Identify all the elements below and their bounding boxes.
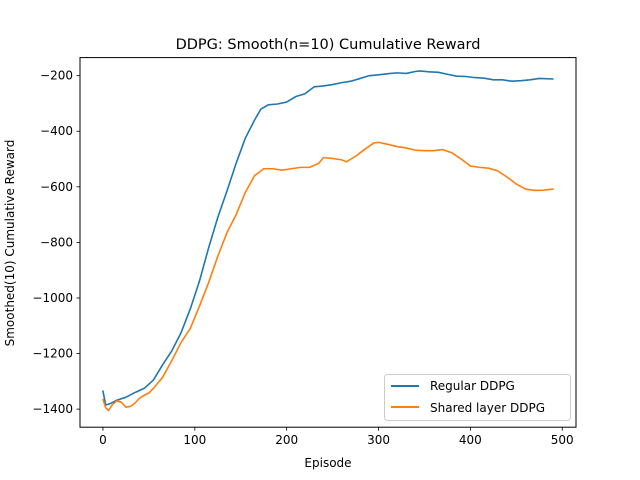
y-tick-label: −1000 [32,291,73,305]
y-tick-label: −600 [40,180,73,194]
chart-title: DDPG: Smooth(n=10) Cumulative Reward [176,37,481,53]
x-axis-title: Episode [304,456,351,470]
y-axis-title: Smoothed(10) Cumulative Reward [3,140,17,347]
x-tick-label: 500 [551,433,574,447]
x-tick-label: 0 [99,433,107,447]
y-tick-label: −1400 [32,402,73,416]
series-line-shared-layer-ddpg [102,141,554,412]
x-tick-label: 200 [275,433,298,447]
x-tick-label: 400 [459,433,482,447]
y-tick-label: −1200 [32,347,73,361]
series-line-regular-ddpg [102,70,554,406]
y-tick-label: −200 [40,69,73,83]
legend-label-shared-layer-ddpg: Shared layer DDPG [430,401,545,415]
legend: Regular DDPG Shared layer DDPG [384,374,571,421]
x-axis-ticks: 0 100 200 300 400 500 [99,427,574,447]
y-axis-ticks: −1400 −1200 −1000 −800 −600 −400 −200 [32,69,80,416]
y-tick-label: −800 [40,235,73,249]
legend-box [384,374,571,421]
y-tick-label: −400 [40,124,73,138]
x-tick-label: 300 [367,433,390,447]
x-tick-label: 100 [183,433,206,447]
series-layer [102,70,554,412]
legend-label-regular-ddpg: Regular DDPG [430,379,515,393]
